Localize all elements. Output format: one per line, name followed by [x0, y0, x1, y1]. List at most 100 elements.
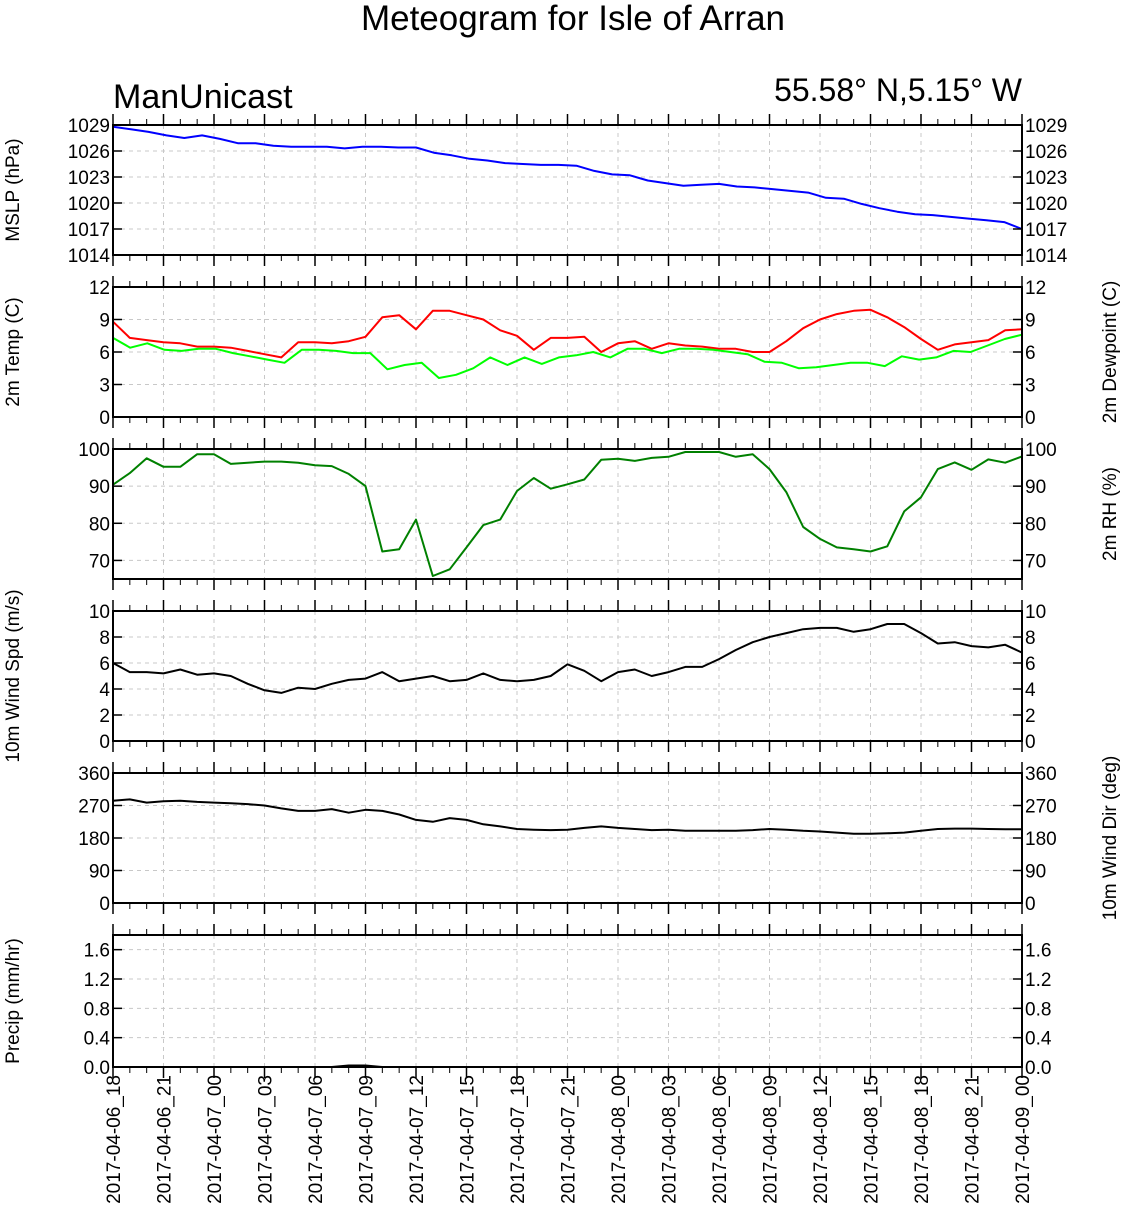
x-tick-label: 2017-04-08_15: [862, 1075, 883, 1204]
x-tick-label: 2017-04-08_00: [609, 1075, 630, 1204]
x-tick-label: 2017-04-07_06: [306, 1075, 327, 1204]
y-tick-label-left: 0.4: [84, 1029, 111, 1050]
x-tick-label: 2017-04-08_03: [660, 1075, 681, 1204]
y-tick-label-left: 0: [99, 408, 110, 429]
y-tick-label-left: 80: [89, 514, 110, 535]
y-tick-label-right: 8: [1025, 628, 1036, 649]
y-tick-label-right: 1.2: [1025, 970, 1051, 991]
y-tick-label-left: 0: [99, 732, 110, 753]
chart-title: Meteogram for Isle of Arran: [361, 0, 785, 38]
y-tick-label-left: 360: [78, 764, 110, 785]
y-tick-label-left: 90: [89, 477, 110, 498]
y-tick-label-right: 1.6: [1025, 941, 1051, 962]
y-tick-label-left: 1026: [68, 142, 110, 163]
y-tick-label-right: 1020: [1025, 194, 1067, 215]
y-tick-label-left: 1014: [68, 246, 111, 267]
panel-wind_speed: 0 0 2 2 4 4 6 6 8 8 10 10 10m Wind Spd (m/s): [3, 589, 1046, 762]
y-axis-title-right: 10m Wind Dir (deg): [1100, 756, 1121, 921]
y-tick-label-right: 0: [1025, 894, 1036, 915]
y-tick-label-right: 180: [1025, 829, 1057, 850]
y-tick-label-left: 100: [78, 440, 110, 461]
y-tick-label-right: 90: [1025, 862, 1046, 883]
y-tick-label-right: 80: [1025, 514, 1046, 535]
location-coordinates: 55.58° N,5.15° W: [774, 72, 1023, 108]
x-tick-label: 2017-04-08_06: [710, 1075, 731, 1204]
x-tick-label: 2017-04-06_21: [155, 1075, 176, 1204]
y-tick-label-left: 90: [89, 862, 110, 883]
y-tick-label-right: 4: [1025, 680, 1036, 701]
x-tick-label: 2017-04-07_21: [559, 1075, 580, 1204]
x-tick-label: 2017-04-07_12: [407, 1075, 428, 1204]
x-tick-label: 2017-04-09_00: [1013, 1075, 1034, 1204]
y-tick-label-right: 12: [1025, 278, 1046, 299]
x-tick-label: 2017-04-08_09: [761, 1075, 782, 1204]
y-tick-label-right: 9: [1025, 311, 1036, 332]
y-axis-title-right: 2m RH (%): [1100, 467, 1121, 561]
y-tick-label-right: 90: [1025, 477, 1046, 498]
x-tick-label: 2017-04-08_12: [811, 1075, 832, 1204]
y-tick-label-right: 6: [1025, 654, 1036, 675]
y-tick-label-right: 70: [1025, 551, 1046, 572]
y-tick-label-left: 1023: [68, 168, 110, 189]
y-tick-label-right: 1026: [1025, 142, 1067, 163]
y-tick-label-right: 0.4: [1025, 1029, 1052, 1050]
series-line-wind_speed-1: [112, 623, 1023, 694]
y-tick-label-right: 1017: [1025, 220, 1067, 241]
y-axis-title-left: 10m Wind Spd (m/s): [3, 589, 24, 762]
panel-wind_direction: 0 0 90 90 180 180 270 270 360 360 10m Wind Dir (de…: [78, 756, 1121, 921]
y-tick-label-left: 70: [89, 551, 110, 572]
x-tick-label: 2017-04-08_18: [912, 1075, 933, 1204]
y-tick-label-left: 2: [99, 706, 110, 727]
series-line-rh-1: [112, 451, 1023, 577]
y-tick-label-right: 0: [1025, 408, 1036, 429]
y-tick-label-left: 1.6: [84, 941, 110, 962]
y-tick-label-left: 3: [99, 376, 110, 397]
panel-mslp: 1014 1014 1017 1017 1020 1020 1023 1023 1026 1026…: [3, 114, 1068, 267]
y-tick-label-right: 10: [1025, 602, 1046, 623]
y-tick-label-left: 6: [99, 654, 110, 675]
y-tick-label-right: 6: [1025, 343, 1036, 364]
x-tick-label: 2017-04-08_21: [963, 1075, 984, 1204]
y-axis-title-left: Precip (mm/hr): [3, 938, 24, 1064]
y-axis-title-right: 2m Dewpoint (C): [1100, 281, 1121, 424]
y-tick-label-right: 3: [1025, 376, 1036, 397]
y-tick-label-left: 0.0: [84, 1058, 110, 1079]
y-tick-label-left: 6: [99, 343, 110, 364]
x-tick-label: 2017-04-07_00: [205, 1075, 226, 1204]
y-tick-label-right: 100: [1025, 440, 1057, 461]
y-tick-label-right: 1029: [1025, 116, 1067, 137]
y-tick-label-right: 270: [1025, 797, 1057, 818]
y-tick-label-right: 0.0: [1025, 1058, 1051, 1079]
y-tick-label-right: 1023: [1025, 168, 1067, 189]
y-tick-label-left: 1020: [68, 194, 110, 215]
y-axis-title-left: MSLP (hPa): [3, 138, 24, 241]
y-tick-label-right: 360: [1025, 764, 1057, 785]
panel-rh: 70 70 80 80 90 90 100 100 2m RH (%): [78, 438, 1121, 590]
y-axis-title-left: 2m Temp (C): [3, 297, 24, 406]
panel-temperature: 0 0 3 3 6 6 9 9 12 12 2m Temp (C) 2m Dewpoint (C): [3, 276, 1121, 429]
y-tick-label-left: 10: [89, 602, 110, 623]
y-tick-label-left: 1017: [68, 220, 110, 241]
y-tick-label-left: 8: [99, 628, 110, 649]
x-tick-label: 2017-04-07_09: [357, 1075, 378, 1204]
series-line-temperature-2: [112, 333, 1023, 379]
x-tick-label: 2017-04-07_03: [256, 1075, 277, 1204]
y-tick-label-right: 0.8: [1025, 999, 1051, 1020]
x-tick-label: 2017-04-07_18: [508, 1075, 529, 1204]
x-tick-label: 2017-04-06_18: [104, 1075, 125, 1204]
y-tick-label-right: 0: [1025, 732, 1036, 753]
series-line-mslp-1: [112, 125, 1023, 230]
y-tick-label-left: 4: [99, 680, 110, 701]
y-tick-label-left: 0.8: [84, 999, 110, 1020]
y-tick-label-left: 1.2: [84, 970, 110, 991]
y-tick-label-left: 1029: [68, 116, 110, 137]
panel-precipitation: 0.0 0.0 0.4 0.4 0.8 0.8 1.2 1.2 1.6 1.6 Precip (mm…: [3, 924, 1052, 1079]
x-tick-label: 2017-04-07_15: [458, 1075, 479, 1204]
time-axis: 2017-04-06_18 2017-04-06_21 2017-04-07_00 2…: [104, 1075, 1034, 1204]
y-tick-label-left: 270: [78, 797, 110, 818]
y-tick-label-left: 9: [99, 311, 110, 332]
y-tick-label-left: 180: [78, 829, 110, 850]
series-line-temperature-1: [112, 308, 1023, 359]
